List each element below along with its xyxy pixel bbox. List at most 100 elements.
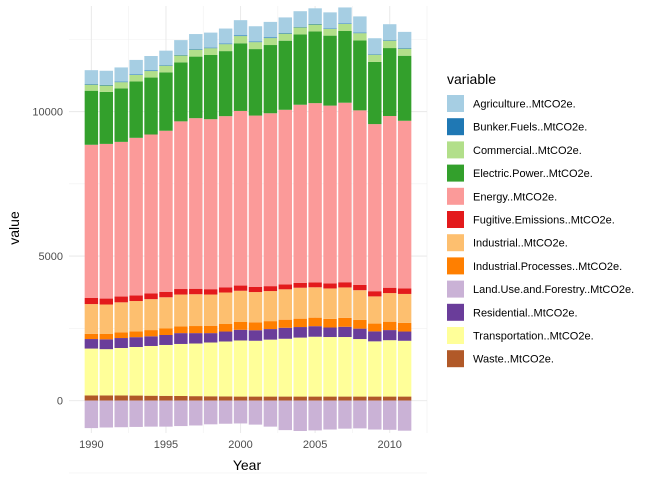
bar-segment	[382, 330, 397, 341]
bar-segment	[323, 28, 337, 29]
bar-segment	[338, 23, 352, 24]
legend-title: variable	[447, 71, 496, 87]
bar-segment	[218, 331, 233, 342]
bar-segment	[278, 33, 293, 41]
bar-segment	[323, 288, 337, 319]
bar-segment	[144, 400, 158, 427]
bar-segment	[308, 103, 322, 283]
bar-segment	[308, 24, 322, 32]
bar-segment	[397, 400, 412, 431]
bar-segment	[323, 318, 337, 328]
bar-segment	[99, 298, 114, 305]
bar-segment	[203, 55, 218, 120]
legend: Agriculture..MtCO2e. Bunker.Fuels..MtCO2e…	[447, 95, 634, 368]
bar-segment	[278, 400, 293, 431]
bar-segment	[293, 327, 307, 338]
bar-segment	[114, 338, 128, 349]
bar-segment	[129, 74, 143, 82]
bar-segment	[248, 49, 263, 116]
bar-segment	[84, 90, 99, 145]
bar-segment	[129, 74, 143, 75]
bar-segment	[308, 396, 322, 401]
bar-segment	[353, 16, 367, 33]
bar-segment	[323, 28, 337, 36]
bar-segment	[293, 400, 307, 431]
bar-segment	[159, 130, 173, 292]
bar-segment	[114, 88, 128, 142]
bar-segment	[382, 40, 397, 41]
bar-segment	[84, 297, 99, 305]
bar-segment	[189, 294, 203, 327]
bar-segment	[99, 339, 114, 350]
bar-segment	[382, 293, 397, 322]
bar-segment	[99, 143, 114, 299]
bar-segment	[368, 54, 382, 62]
bar-segment	[99, 84, 114, 86]
bar-segment	[263, 21, 278, 38]
bar-segment	[293, 104, 307, 283]
legend-label: Agriculture..MtCO2e.	[473, 99, 576, 111]
bar-segment	[189, 333, 203, 344]
bar-segment	[308, 336, 322, 397]
bar-segment	[159, 328, 173, 335]
legend-label: Industrial..MtCO2e.	[473, 238, 568, 250]
bar-segment	[263, 400, 278, 427]
bar-segment	[159, 344, 173, 396]
legend-key	[447, 350, 464, 368]
bar-segment	[397, 48, 412, 56]
bar-segment	[248, 340, 263, 397]
bar-segment	[382, 48, 397, 117]
bar-segment	[323, 35, 337, 106]
bar-segment	[174, 62, 188, 122]
bar-segment	[159, 65, 173, 66]
bar-segment	[233, 20, 248, 36]
x-axis-ticks: 1990 1995 2000 2005 2010	[79, 439, 402, 451]
bar-segment	[397, 340, 412, 397]
bar-segment	[248, 322, 263, 331]
bar-segment	[293, 337, 307, 397]
bar-segment	[323, 283, 337, 289]
bar-segment	[397, 331, 412, 341]
bar-segment	[368, 296, 382, 324]
bar-segment	[114, 296, 128, 303]
bar-segment	[368, 61, 382, 125]
bar-segment	[248, 42, 263, 50]
bar-segment	[174, 333, 188, 344]
bar-segment	[368, 323, 382, 332]
bar-segment	[278, 33, 293, 34]
x-tick-label: 1990	[79, 439, 103, 451]
bar-segment	[129, 81, 143, 138]
bar-segment	[233, 329, 248, 341]
bar-segment	[84, 304, 99, 334]
bar-segment	[338, 400, 352, 429]
bar-segment	[278, 327, 293, 339]
bar-segment	[293, 11, 307, 27]
bar-segment	[84, 400, 99, 429]
bar-segment	[218, 341, 233, 397]
bar-segment	[278, 40, 293, 110]
legend-key	[447, 303, 464, 321]
legend-key	[447, 187, 464, 205]
bar-segment	[338, 7, 352, 24]
bar-segment	[368, 396, 382, 401]
bar-segment	[338, 23, 352, 32]
bar-segment	[189, 34, 203, 50]
bar-segment	[233, 35, 248, 37]
bars	[84, 7, 412, 431]
legend-key	[447, 257, 464, 275]
bar-segment	[99, 395, 114, 401]
bar-segment	[248, 292, 263, 323]
bar-segment	[114, 332, 128, 339]
bar-segment	[353, 396, 367, 401]
bar-segment	[218, 400, 233, 424]
bar-segment	[189, 396, 203, 401]
bar-segment	[218, 44, 233, 52]
bar-segment	[189, 343, 203, 397]
bar-segment	[84, 333, 99, 340]
bar-segment	[174, 400, 188, 427]
bar-segment	[263, 38, 278, 46]
bar-segment	[114, 67, 128, 82]
bar-segment	[323, 327, 337, 338]
bar-segment	[99, 400, 114, 428]
bar-segment	[353, 400, 367, 429]
